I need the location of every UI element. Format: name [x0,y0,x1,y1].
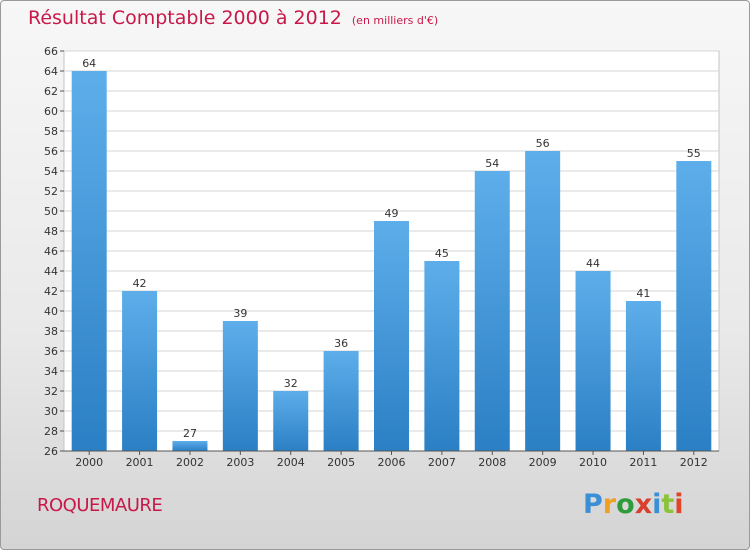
y-tick-label: 48 [44,225,58,238]
bar-value-label: 54 [485,157,499,170]
logo-letter: o [616,489,635,520]
y-tick-label: 66 [44,45,58,58]
y-tick-label: 36 [44,345,58,358]
bar-value-label: 56 [536,137,550,150]
y-tick-label: 52 [44,185,58,198]
y-tick-label: 38 [44,325,58,338]
x-tick-label: 2009 [529,456,557,469]
bar [71,71,107,451]
proxiti-logo[interactable]: Proxiti [583,489,684,520]
x-tick-label: 2004 [277,456,305,469]
bar [222,321,258,451]
bar [575,271,611,451]
bar-value-label: 36 [334,337,348,350]
x-tick-label: 2006 [378,456,406,469]
y-tick-label: 26 [44,445,58,458]
y-tick-label: 28 [44,425,58,438]
bar-value-label: 49 [385,207,399,220]
bar-value-label: 45 [435,247,449,260]
logo-letter: r [602,489,617,520]
y-tick-label: 56 [44,145,58,158]
y-tick-label: 34 [44,365,58,378]
x-tick-label: 2007 [428,456,456,469]
y-tick-label: 58 [44,125,58,138]
chart-subtitle: (en milliers d'€) [351,14,439,27]
chart-title: Résultat Comptable 2000 à 2012 (en millie… [28,7,438,29]
logo-letter: i [674,489,684,520]
bar-value-label: 42 [133,277,147,290]
bar [172,441,208,451]
bar [122,291,158,451]
logo-letter: x [634,489,653,520]
bar [525,151,561,451]
y-tick-label: 54 [44,165,58,178]
y-tick-label: 50 [44,205,58,218]
bar-value-label: 55 [687,147,701,160]
bar [273,391,309,451]
bar [625,301,661,451]
x-tick-label: 2003 [226,456,254,469]
bar-value-label: 44 [586,257,600,270]
x-tick-label: 2010 [579,456,607,469]
y-tick-label: 62 [44,85,58,98]
bar-value-label: 27 [183,427,197,440]
bar [424,261,460,451]
x-tick-label: 2008 [478,456,506,469]
y-tick-label: 60 [44,105,58,118]
commune-name: ROQUEMAURE [37,495,163,516]
y-tick-label: 40 [44,305,58,318]
bar-value-label: 41 [636,287,650,300]
logo-letter: i [652,489,662,520]
logo-letter: P [583,489,603,520]
x-tick-label: 2011 [629,456,657,469]
bar-value-label: 64 [82,57,96,70]
bar-value-label: 32 [284,377,298,390]
x-tick-label: 2001 [126,456,154,469]
bar [374,221,409,451]
bar [323,351,359,451]
x-tick-label: 2002 [176,456,204,469]
y-tick-label: 32 [44,385,58,398]
x-tick-label: 2005 [327,456,355,469]
y-tick-label: 44 [44,265,58,278]
y-tick-label: 30 [44,405,58,418]
y-tick-label: 46 [44,245,58,258]
bar-value-label: 39 [233,307,247,320]
logo-letter: t [661,489,675,520]
x-tick-label: 2012 [680,456,708,469]
x-tick-label: 2000 [75,456,103,469]
y-tick-label: 42 [44,285,58,298]
bar [676,161,712,451]
bar [474,171,510,451]
y-tick-label: 64 [44,65,58,78]
chart-title-text: Résultat Comptable 2000 à 2012 [28,7,342,29]
